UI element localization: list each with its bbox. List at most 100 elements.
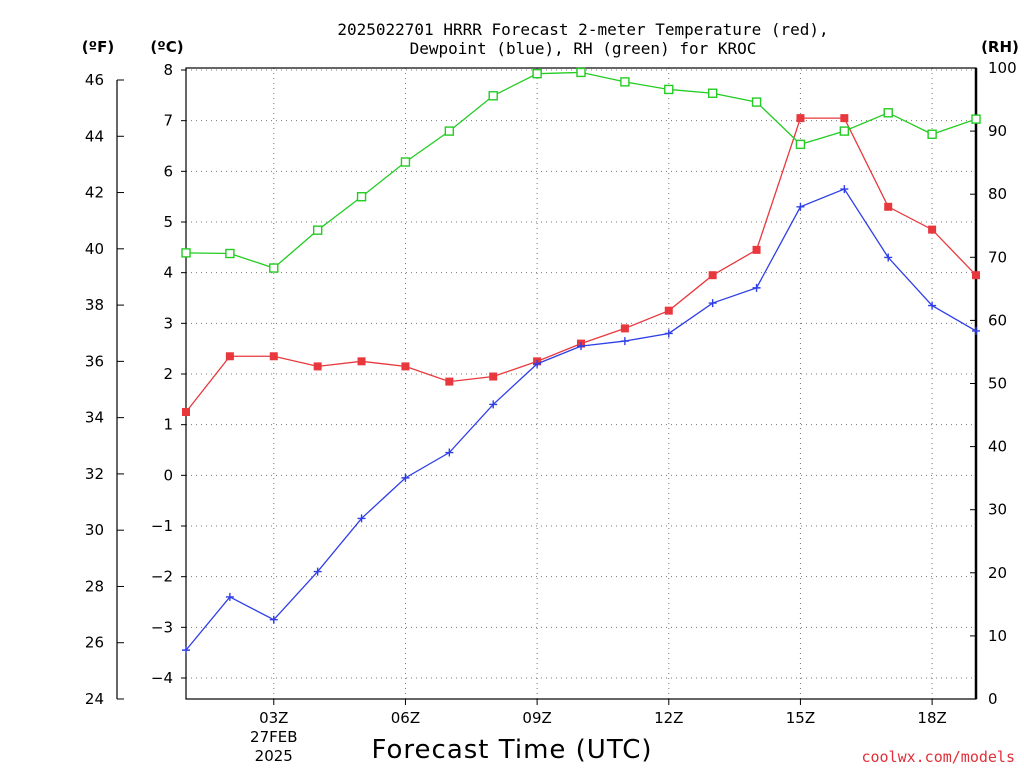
fahrenheit-tick-label: 28 [85,577,104,595]
x-tick-label: 06Z [391,709,420,727]
fahrenheit-tick-label: 34 [85,409,104,427]
fahrenheit-tick-label: 26 [85,634,104,652]
fahrenheit-unit-label: (ºF) [82,38,114,56]
x-tick-label: 12Z [654,709,683,727]
rh-point [400,157,411,167]
celsius-tick-label: 5 [163,213,173,231]
rh-point [488,91,498,101]
temperature-point [840,114,849,123]
dewpoint-point [182,646,190,655]
dewpoint-point [840,185,849,194]
celsius-unit-label: (ºC) [150,38,183,56]
dewpoint-point [313,567,322,576]
dewpoint-point [533,359,542,368]
rh-point [664,84,674,95]
dewpoint-point [972,326,980,335]
rh-point [620,77,630,87]
series [181,67,981,655]
temperature-point [313,362,322,371]
temperature-point [796,114,805,123]
x-tick-label: 15Z [786,709,815,727]
x-tick-sublabel: 2025 [255,747,293,765]
dewpoint-point [620,337,629,346]
fahrenheit-tick-label: 46 [85,71,104,89]
temperature-point [269,352,278,361]
x-axis-label: Forecast Time (UTC) [371,735,652,765]
rh-tick-label: 30 [988,501,1007,519]
dewpoint-series [182,185,980,655]
celsius-tick-label: −3 [151,618,173,636]
temperature-point [752,245,761,254]
credit-text: coolwx.com/models [861,748,1015,766]
rh-point [444,126,455,136]
rh-tick-label: 100 [988,59,1017,77]
rh-point [356,192,367,202]
dewpoint-point [664,329,673,338]
dewpoint-line [185,188,977,651]
rh-point [576,67,586,78]
celsius-tick-label: 4 [163,264,173,282]
rh-unit-label: (RH) [981,38,1019,56]
rh-point [751,97,762,107]
celsius-tick-label: 7 [163,112,173,130]
temperature-point [928,225,937,234]
rh-tick-label: 80 [988,185,1007,203]
rh-point [707,88,718,98]
dewpoint-point [445,448,454,457]
rh-point [795,139,806,150]
grid [186,68,976,699]
x-tick-sublabel: 27FEB [250,728,297,746]
dewpoint-point [225,592,234,601]
celsius-tick-label: 0 [163,466,173,484]
rh-tick-label: 50 [988,375,1007,393]
rh-point [225,248,235,259]
rh-tick-label: 0 [988,690,998,708]
fahrenheit-tick-label: 42 [85,184,104,202]
temperature-point [664,306,673,315]
temperature-point [972,271,980,280]
fahrenheit-tick-label: 38 [85,296,104,314]
celsius-tick-label: −2 [151,568,173,586]
x-tick-label: 03Z [259,709,288,727]
axes: −4−3−2−101234567824262830323436384042444… [85,59,1017,708]
dewpoint-point [708,299,717,308]
rh-series [181,67,981,273]
celsius-tick-label: 2 [163,365,173,383]
dewpoint-point [489,400,498,409]
temperature-point [225,352,234,361]
rh-point [532,68,542,79]
celsius-tick-label: 3 [163,314,173,332]
rh-line [185,71,977,269]
temperature-point [884,202,893,211]
dewpoint-point [884,253,893,262]
fahrenheit-tick-label: 44 [85,127,104,145]
chart-title-line-2: Dewpoint (blue), RH (green) for KROC [410,39,757,58]
rh-point [927,129,937,139]
temperature-point [401,362,410,371]
rh-point [971,114,981,124]
celsius-tick-label: −4 [151,669,173,687]
dewpoint-point [577,342,585,351]
temperature-point [708,271,717,280]
rh-tick-label: 40 [988,438,1007,456]
dewpoint-point [928,301,937,310]
plot-frame [185,67,977,700]
rh-tick-label: 60 [988,311,1007,329]
rh-tick-label: 20 [988,564,1007,582]
fahrenheit-tick-label: 24 [85,690,104,708]
dewpoint-point [269,615,278,624]
rh-point [269,263,279,273]
dewpoint-point [401,473,410,482]
fahrenheit-tick-label: 40 [85,240,104,258]
celsius-tick-label: −1 [151,517,173,535]
temperature-series [182,114,980,416]
chart-title-line-1: 2025022701 HRRR Forecast 2-meter Tempera… [337,20,828,39]
rh-point [883,108,893,118]
x-tick-label: 18Z [917,709,946,727]
fahrenheit-tick-label: 30 [85,521,104,539]
dewpoint-point [357,514,366,523]
temperature-point [445,377,454,386]
rh-tick-label: 90 [988,122,1007,140]
fahrenheit-tick-label: 32 [85,465,104,483]
